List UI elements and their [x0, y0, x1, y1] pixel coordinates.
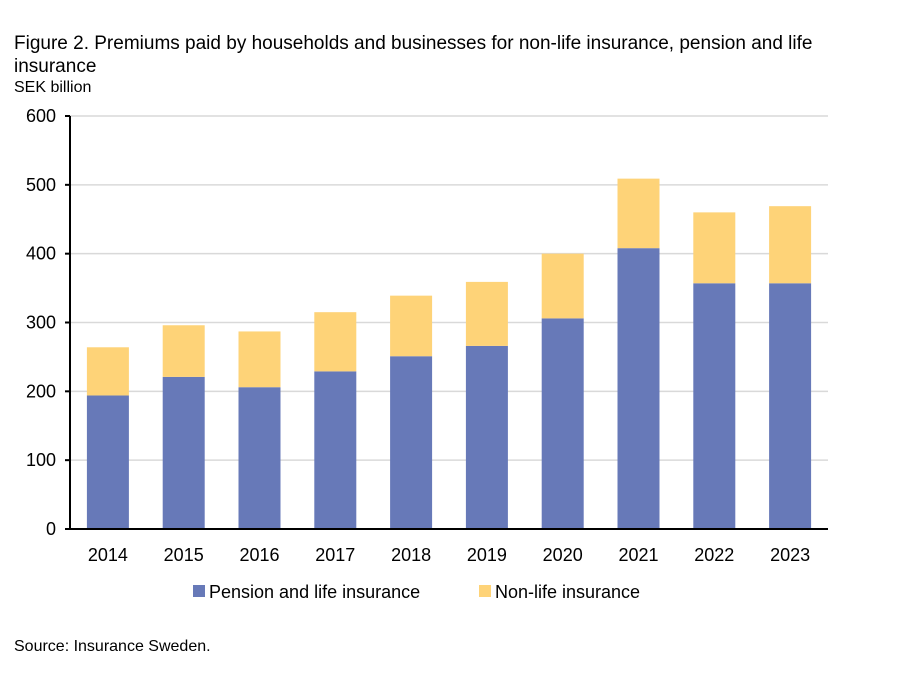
bar-non-life-2014	[86, 347, 129, 396]
bar-pension-life-2017	[314, 371, 357, 529]
bar-non-life-2020	[541, 253, 584, 319]
bar-non-life-2019	[465, 281, 508, 346]
x-tick-label: 2015	[164, 545, 204, 565]
y-tick-label: 300	[26, 313, 56, 333]
x-tick-label: 2020	[543, 545, 583, 565]
bar-pension-life-2014	[86, 395, 129, 529]
bar-pension-life-2018	[390, 356, 433, 529]
bar-non-life-2015	[162, 325, 205, 377]
bar-pension-life-2015	[162, 376, 205, 529]
bar-pension-life-2019	[465, 345, 508, 529]
x-tick-label: 2017	[315, 545, 355, 565]
source-note: Source: Insurance Sweden.	[14, 638, 211, 655]
legend-swatch	[479, 585, 491, 597]
y-tick-label: 0	[46, 519, 56, 539]
bar-pension-life-2023	[769, 283, 812, 529]
x-tick-label: 2019	[467, 545, 507, 565]
legend-swatch	[193, 585, 205, 597]
x-tick-label: 2018	[391, 545, 431, 565]
bar-pension-life-2020	[541, 318, 584, 529]
y-tick-label: 500	[26, 175, 56, 195]
bar-non-life-2023	[769, 206, 812, 284]
y-tick-label: 100	[26, 450, 56, 470]
legend-label: Pension and life insurance	[209, 582, 420, 602]
x-tick-label: 2023	[770, 545, 810, 565]
legend-label: Non-life insurance	[495, 582, 640, 602]
x-tick-label: 2016	[239, 545, 279, 565]
y-axis-label: SEK billion	[14, 79, 92, 96]
bar-pension-life-2021	[617, 248, 660, 529]
bar-non-life-2022	[693, 212, 736, 284]
bar-non-life-2017	[314, 312, 357, 372]
bar-pension-life-2016	[238, 387, 281, 529]
x-tick-label: 2022	[694, 545, 734, 565]
chart-title: Figure 2. Premiums paid by households an…	[14, 33, 813, 77]
bar-non-life-2021	[617, 178, 660, 249]
bar-non-life-2016	[238, 331, 281, 388]
bar-pension-life-2022	[693, 283, 736, 529]
y-tick-label: 600	[26, 106, 56, 126]
bar-non-life-2018	[390, 295, 433, 357]
x-tick-label: 2021	[618, 545, 658, 565]
x-tick-label: 2014	[88, 545, 128, 565]
y-tick-label: 200	[26, 381, 56, 401]
y-tick-label: 400	[26, 244, 56, 264]
